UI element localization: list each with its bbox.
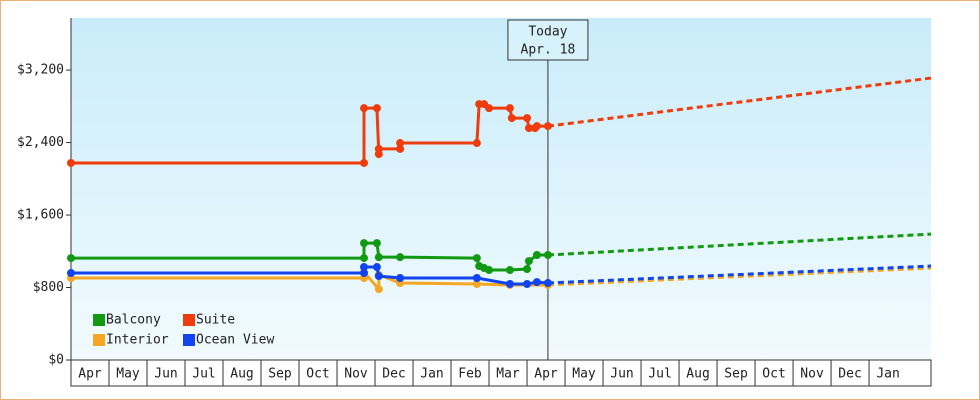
x-tick-label: Jun — [154, 367, 177, 382]
point — [374, 272, 383, 281]
point — [505, 279, 514, 288]
point — [396, 274, 405, 283]
x-tick-label: Dec — [838, 367, 861, 382]
x-tick-label: Jun — [610, 367, 633, 382]
x-tick-label: May — [116, 367, 140, 382]
point — [67, 269, 75, 278]
point — [396, 253, 405, 262]
point — [505, 266, 514, 275]
x-tick-label: Mar — [496, 367, 520, 382]
x-tick-label: Nov — [800, 367, 824, 382]
point — [360, 263, 369, 272]
point — [507, 114, 516, 123]
x-tick-label: Oct — [306, 367, 329, 382]
point — [524, 124, 533, 133]
point — [360, 158, 369, 167]
point — [372, 239, 381, 248]
legend-swatch — [183, 334, 195, 346]
x-tick-label: Apr — [534, 367, 558, 382]
point — [532, 250, 541, 259]
today-label: Today — [528, 25, 567, 40]
legend-swatch — [93, 314, 105, 326]
point — [360, 104, 369, 113]
legend-swatch — [183, 314, 195, 326]
legend-label: Interior — [106, 333, 169, 348]
y-tick-label: $1,600 — [17, 208, 64, 223]
point — [472, 274, 481, 283]
point — [67, 158, 75, 167]
point — [485, 266, 494, 275]
x-tick-label: Sep — [724, 367, 748, 382]
y-tick-label: $0 — [48, 353, 64, 368]
forecast-line — [547, 266, 932, 287]
point — [543, 278, 552, 287]
point — [505, 104, 514, 113]
point — [524, 257, 533, 266]
point — [532, 278, 541, 287]
x-tick-label: Jul — [648, 367, 671, 382]
point — [472, 254, 481, 263]
point — [360, 254, 369, 263]
y-tick-label: $2,400 — [17, 135, 64, 150]
point — [396, 139, 405, 148]
x-tick-label: Dec — [382, 367, 405, 382]
point — [374, 144, 383, 153]
point — [523, 265, 532, 274]
point — [374, 285, 383, 294]
x-tick-label: Nov — [344, 367, 368, 382]
forecast-line — [547, 264, 932, 285]
plot-area — [71, 18, 931, 360]
point — [543, 122, 552, 131]
y-tick-label: $3,200 — [17, 63, 64, 78]
point — [485, 104, 494, 113]
point — [372, 104, 381, 113]
point — [372, 263, 381, 272]
point — [374, 253, 383, 262]
today-label: Apr. 18 — [521, 43, 576, 58]
point — [360, 269, 369, 278]
y-tick-label: $800 — [33, 280, 64, 295]
x-tick-label: Oct — [762, 367, 785, 382]
x-tick-label: Apr — [78, 367, 102, 382]
point — [543, 250, 552, 259]
legend-label: Balcony — [106, 313, 161, 328]
point — [396, 144, 405, 153]
forecast-line — [547, 232, 932, 257]
point — [532, 122, 541, 131]
point — [472, 139, 481, 148]
x-tick-label: Aug — [230, 367, 253, 382]
x-tick-label: Jan — [876, 367, 899, 382]
legend-label: Ocean View — [196, 333, 274, 348]
x-tick-label: Feb — [458, 367, 482, 382]
point — [472, 279, 481, 288]
point — [360, 239, 369, 248]
x-tick-label: Jul — [192, 367, 215, 382]
forecast-line — [547, 76, 932, 128]
point — [523, 114, 532, 123]
legend-label: Suite — [196, 313, 235, 328]
x-tick-label: May — [572, 367, 596, 382]
point — [67, 254, 75, 263]
x-tick-label: Aug — [686, 367, 709, 382]
legend-swatch — [93, 334, 105, 346]
today-box — [507, 19, 589, 61]
point — [523, 279, 532, 288]
x-tick-label: Jan — [420, 367, 443, 382]
x-tick-label: Sep — [268, 367, 292, 382]
